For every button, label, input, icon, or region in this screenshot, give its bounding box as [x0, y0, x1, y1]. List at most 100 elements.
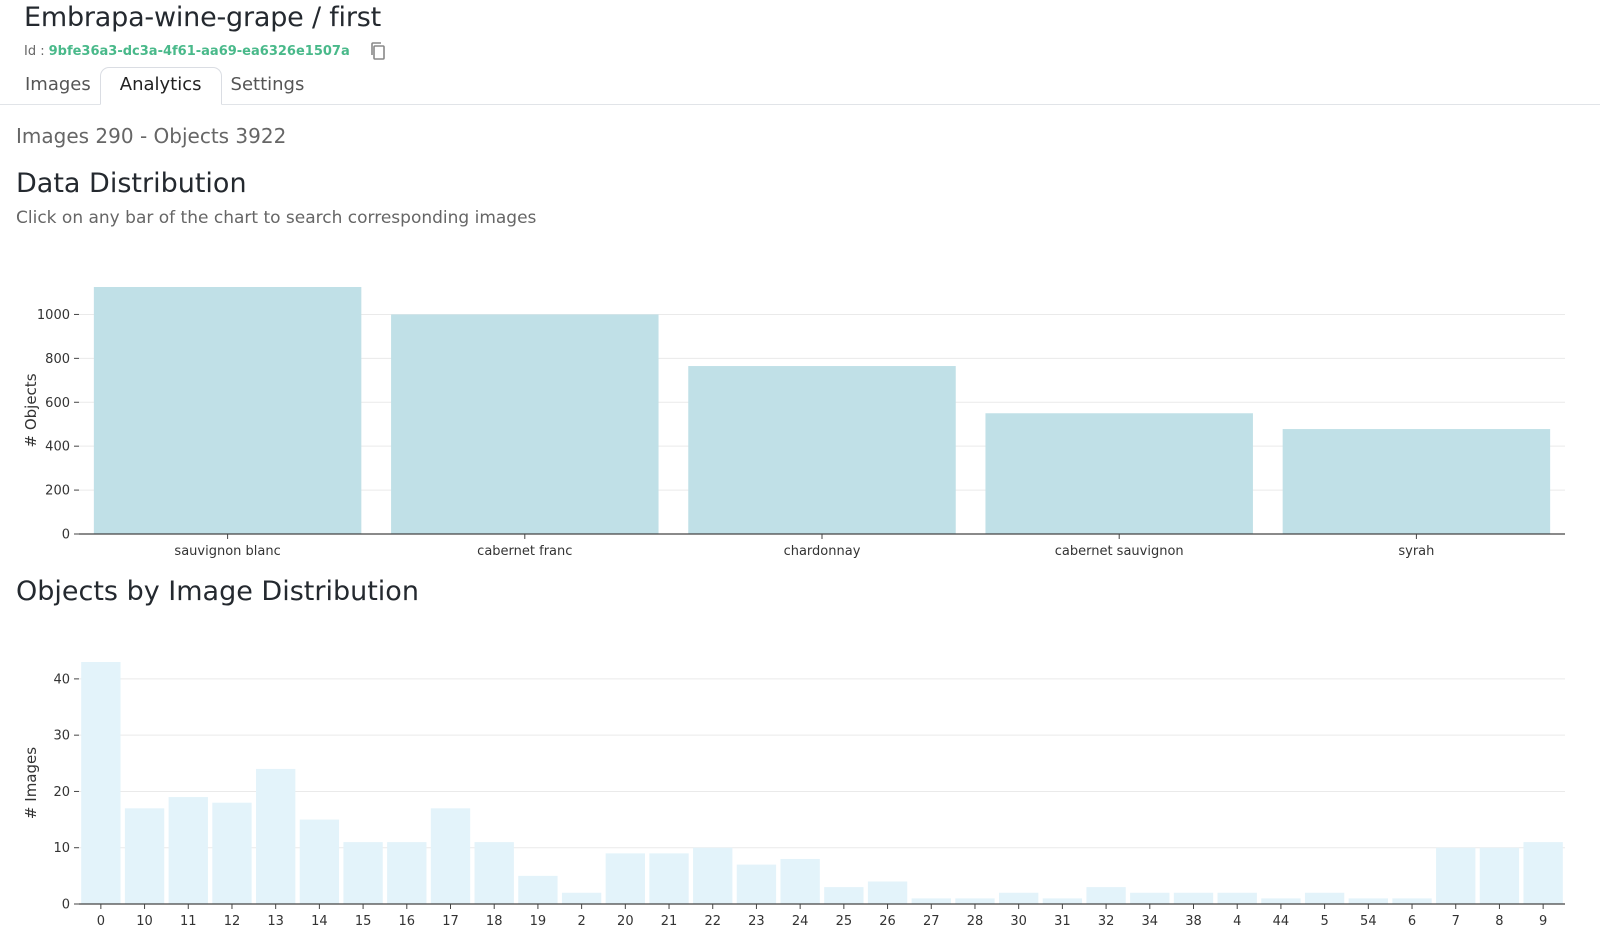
x-tick-label: 30: [1010, 914, 1027, 929]
dataset-id-value: 9bfe36a3-dc3a-4f61-aa69-ea6326e1507a: [48, 43, 350, 59]
bar[interactable]: [736, 864, 777, 904]
bar[interactable]: [299, 819, 340, 904]
y-tick-label: 0: [62, 898, 70, 913]
bar[interactable]: [955, 898, 995, 904]
bar[interactable]: [518, 875, 558, 904]
bar[interactable]: [911, 898, 951, 904]
x-tick-label: 24: [792, 914, 809, 929]
y-tick-label: 40: [53, 672, 70, 687]
x-tick-label: 21: [661, 914, 678, 929]
bar[interactable]: [1130, 892, 1170, 904]
dataset-stats: Images 290 - Objects 3922: [16, 124, 287, 148]
x-tick-label: 44: [1273, 914, 1290, 929]
x-tick-label: cabernet franc: [477, 544, 572, 559]
data-distribution-title: Data Distribution: [16, 168, 247, 199]
y-tick-label: 600: [45, 396, 70, 411]
bar[interactable]: [93, 287, 362, 534]
bar[interactable]: [649, 853, 689, 904]
bar[interactable]: [124, 808, 165, 904]
bar[interactable]: [1042, 898, 1083, 904]
bar[interactable]: [1217, 892, 1257, 904]
tab-bar: Images Analytics Settings: [16, 66, 313, 105]
y-axis-label: # Images: [22, 747, 40, 819]
bar[interactable]: [391, 314, 659, 534]
objects-by-image-chart: 0 10 20 30 40 0 10 11 12 13 14 15 16 17 18 19 2 20 21 22 23 2…: [22, 662, 1565, 929]
x-tick-label: 15: [355, 914, 372, 929]
bar[interactable]: [1086, 887, 1126, 904]
y-axis-label: # Objects: [22, 373, 40, 447]
bar[interactable]: [1173, 892, 1214, 904]
y-tick-label: 10: [53, 841, 70, 856]
x-tick-label: 19: [530, 914, 547, 929]
x-tick-label: sauvignon blanc: [174, 544, 280, 559]
y-tick-label: 800: [45, 352, 70, 367]
page-title: Embrapa-wine-grape / first: [24, 2, 381, 33]
bar[interactable]: [256, 768, 296, 904]
x-tick-label: 34: [1142, 914, 1159, 929]
bar[interactable]: [1261, 898, 1301, 904]
bar[interactable]: [780, 858, 820, 904]
dataset-header: Embrapa-wine-grape / first Id : 9bfe36a3…: [0, 0, 1600, 105]
tab-settings[interactable]: Settings: [230, 74, 305, 95]
x-tick-label: 20: [617, 914, 634, 929]
x-tick-label: cabernet sauvignon: [1055, 544, 1184, 559]
y-tick-label: 20: [53, 785, 70, 800]
bar[interactable]: [688, 366, 956, 534]
x-tick-label: 9: [1539, 914, 1547, 929]
bar[interactable]: [999, 892, 1039, 904]
x-tick-label: 14: [311, 914, 328, 929]
x-tick-label: 10: [136, 914, 153, 929]
bar[interactable]: [387, 842, 427, 904]
y-tick-label: 400: [45, 440, 70, 455]
x-tick-label: 25: [836, 914, 853, 929]
bar[interactable]: [1436, 847, 1476, 904]
bar[interactable]: [212, 802, 252, 904]
x-tick-label: 13: [267, 914, 284, 929]
bar[interactable]: [1392, 898, 1432, 904]
x-tick-label: chardonnay: [784, 544, 861, 559]
x-tick-label: 7: [1452, 914, 1460, 929]
copy-icon[interactable]: [368, 41, 388, 61]
bar[interactable]: [867, 881, 908, 904]
x-tick-label: 54: [1360, 914, 1377, 929]
x-tick-label: 2: [577, 914, 585, 929]
bar[interactable]: [1523, 842, 1563, 904]
objects-by-image-title: Objects by Image Distribution: [16, 576, 419, 607]
bar[interactable]: [1348, 898, 1388, 904]
x-tick-label: 23: [748, 914, 765, 929]
y-tick-label: 200: [45, 484, 70, 499]
x-tick-label: 28: [967, 914, 984, 929]
bar[interactable]: [693, 847, 733, 904]
x-tick-label: 31: [1054, 914, 1071, 929]
bar[interactable]: [985, 413, 1253, 534]
data-distribution-subtitle: Click on any bar of the chart to search …: [16, 208, 537, 228]
x-tick-label: 22: [704, 914, 721, 929]
x-tick-label: 38: [1185, 914, 1202, 929]
x-tick-label: 12: [224, 914, 241, 929]
bar[interactable]: [430, 808, 471, 904]
bar[interactable]: [1304, 892, 1345, 904]
y-tick-label: 1000: [37, 308, 70, 323]
x-tick-label: 6: [1408, 914, 1416, 929]
x-tick-label: 32: [1098, 914, 1115, 929]
bar[interactable]: [168, 797, 208, 904]
y-tick-label: 0: [62, 528, 70, 543]
bar[interactable]: [1479, 847, 1520, 904]
tab-analytics[interactable]: Analytics: [99, 67, 222, 105]
x-tick-label: 11: [180, 914, 197, 929]
x-tick-label: 8: [1495, 914, 1503, 929]
bar[interactable]: [474, 842, 514, 904]
bar[interactable]: [81, 662, 121, 904]
x-tick-label: 26: [879, 914, 896, 929]
bar[interactable]: [605, 853, 645, 904]
dataset-id-row: Id : 9bfe36a3-dc3a-4f61-aa69-ea6326e1507…: [24, 41, 388, 61]
x-tick-label: 17: [442, 914, 459, 929]
bar[interactable]: [824, 887, 864, 904]
bar[interactable]: [343, 842, 383, 904]
data-distribution-chart: 0 200 400 600 800 1000 sauvignon blanc cabernet…: [22, 287, 1565, 559]
x-tick-label: 18: [486, 914, 503, 929]
x-tick-label: 27: [923, 914, 940, 929]
bar[interactable]: [561, 892, 602, 904]
tab-images[interactable]: Images: [25, 74, 91, 95]
bar[interactable]: [1282, 429, 1551, 534]
